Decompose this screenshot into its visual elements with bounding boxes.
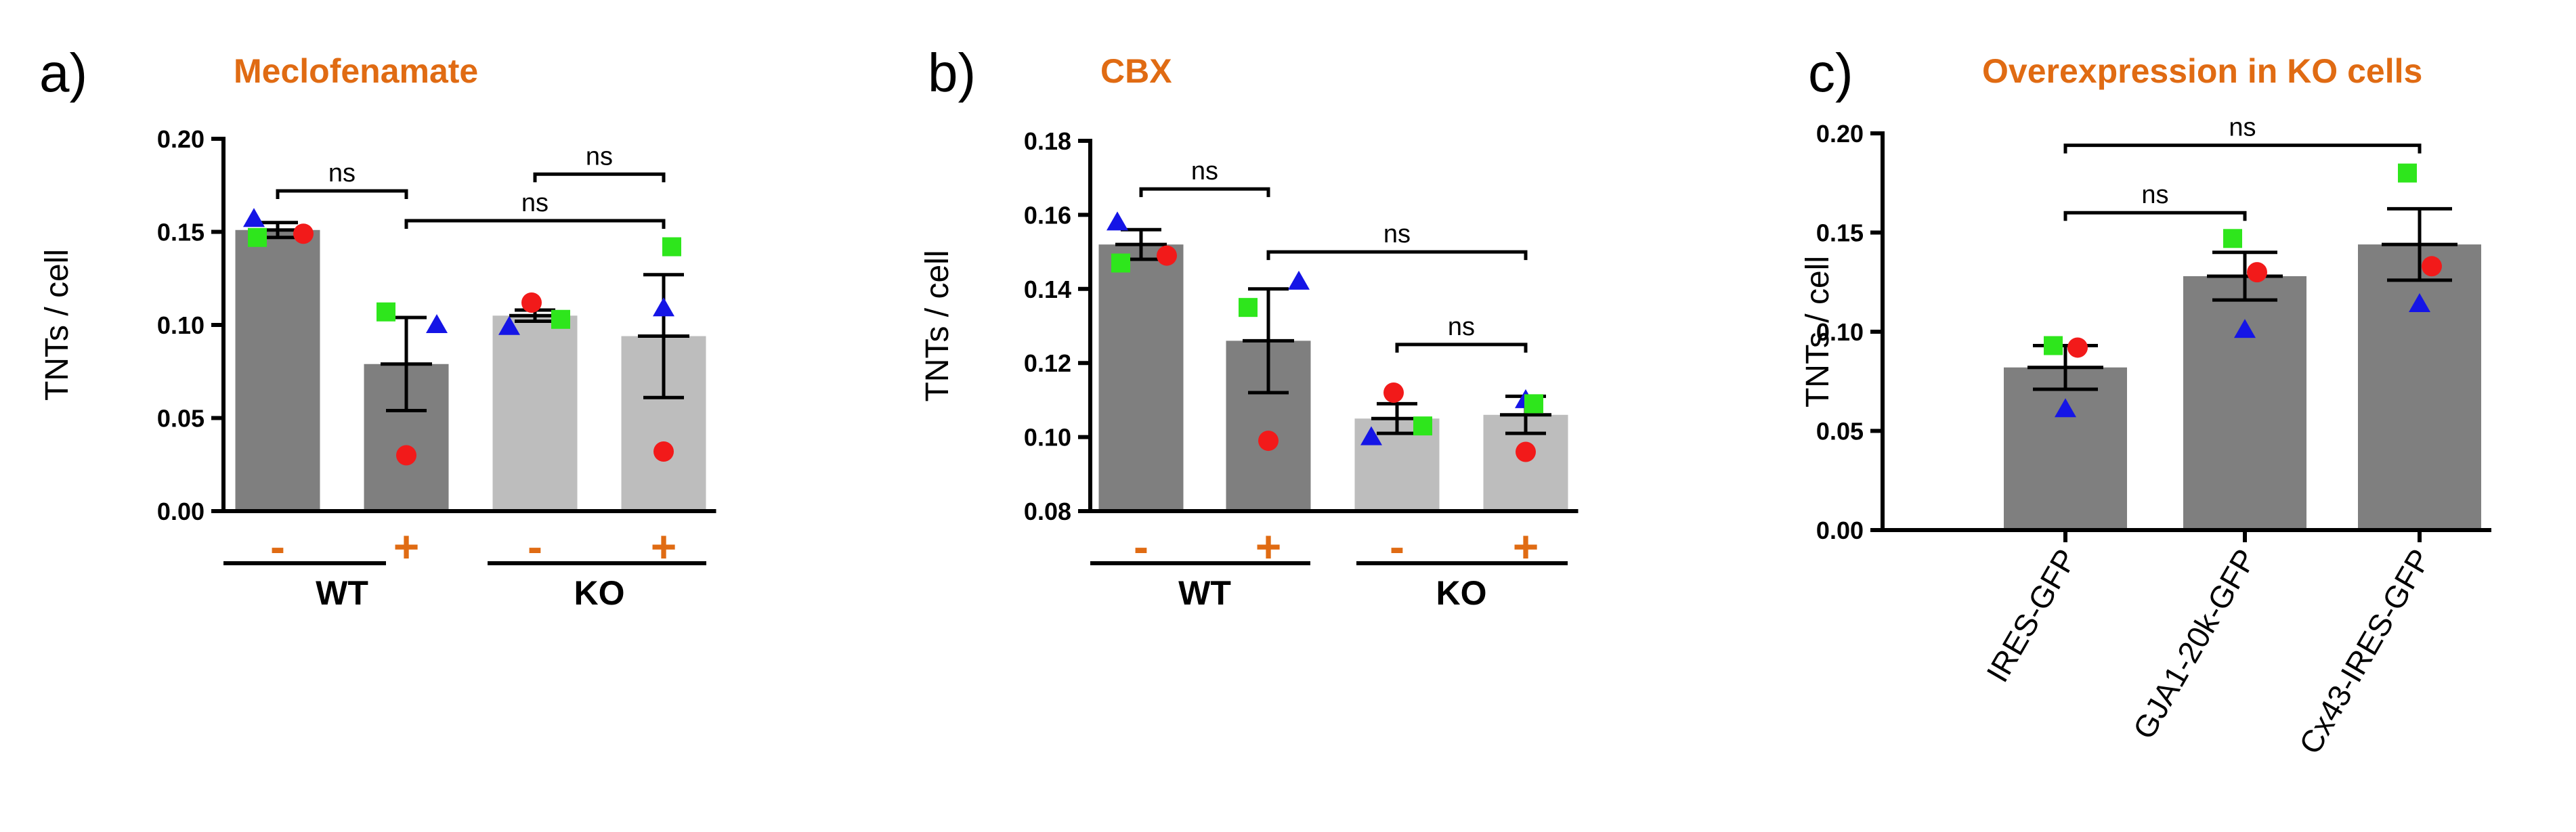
panel-letter: b) (928, 43, 976, 103)
data-point-triangle (426, 314, 448, 333)
significance-bracket (1266, 250, 1528, 261)
bar (2183, 276, 2306, 530)
group-label: KO (1436, 574, 1487, 612)
minus-label: - (1390, 521, 1404, 571)
significance-label: ns (586, 142, 613, 171)
data-point-circle (2067, 337, 2088, 358)
bar (1098, 244, 1184, 511)
data-point-square (551, 309, 570, 329)
data-point-triangle (1107, 211, 1128, 231)
panel-2: b) CBX TNTs / cell 0.08 0.10 0.12 0.14 0.16 0.18… (920, 43, 1579, 612)
data-point-triangle (498, 315, 520, 335)
group-label: KO (574, 574, 625, 612)
panel-title: Meclofenamate (234, 52, 478, 90)
panel-letter: c) (1808, 43, 1853, 103)
significance-bracket (2063, 211, 2247, 221)
significance-label: ns (1191, 157, 1218, 185)
y-tick-label: 0.18 (1024, 127, 1071, 155)
y-tick-label: 0.05 (1816, 418, 1864, 445)
y-axis-label: TNTs / cell (1800, 256, 1836, 408)
bar (492, 315, 578, 511)
y-tick-label: 0.00 (1816, 517, 1864, 544)
significance-label: ns (2141, 181, 2168, 209)
y-tick-label: 0.16 (1024, 201, 1071, 229)
significance-bracket (533, 172, 666, 183)
panel-1: a) Meclofenamate TNTs / cell 0.00 0.05 0.10 0.… (39, 43, 716, 612)
y-tick-label: 0.15 (1816, 219, 1864, 247)
significance-label: ns (2229, 114, 2256, 142)
significance-bracket (2063, 144, 2422, 154)
data-point-circle (1258, 431, 1279, 452)
data-point-circle (521, 292, 542, 313)
y-tick-label: 0.05 (157, 405, 205, 433)
y-tick-label: 0.10 (1024, 424, 1071, 452)
significance-label: ns (1448, 313, 1475, 341)
data-point-square (662, 237, 681, 257)
data-point-triangle (653, 297, 674, 317)
data-point-circle (396, 445, 416, 466)
data-point-square (1413, 416, 1432, 436)
significance-bracket (404, 219, 666, 229)
y-tick-label: 0.15 (157, 219, 205, 246)
x-category-label: IRES-GFP (1979, 543, 2084, 688)
significance-label: ns (328, 159, 356, 188)
data-point-circle (293, 223, 314, 244)
data-point-triangle (1360, 426, 1382, 445)
y-tick-label: 0.14 (1024, 276, 1071, 303)
panel-title: Overexpression in KO cells (1982, 52, 2422, 90)
y-tick-label: 0.08 (1024, 498, 1071, 525)
group-label: WT (316, 574, 368, 612)
significance-bracket (1139, 187, 1270, 198)
data-point-square (2398, 163, 2417, 183)
data-point-triangle (2409, 292, 2430, 312)
data-point-square (1524, 394, 1543, 414)
bar (2358, 244, 2481, 530)
data-point-square (2223, 229, 2242, 248)
data-point-circle (653, 441, 674, 462)
significance-bracket (276, 189, 408, 199)
data-point-square (1239, 298, 1258, 318)
panel-title: CBX (1100, 52, 1172, 90)
y-axis-label: TNTs / cell (920, 250, 956, 401)
data-point-square (248, 227, 267, 247)
y-tick-label: 0.10 (1816, 318, 1864, 346)
data-point-square (377, 302, 395, 322)
data-point-circle (2247, 262, 2267, 283)
y-tick-label: 0.20 (157, 125, 205, 153)
data-point-square (1111, 253, 1130, 273)
data-point-circle (1157, 245, 1177, 266)
data-point-circle (1516, 441, 1536, 462)
y-axis-label: TNTs / cell (39, 249, 75, 401)
data-point-triangle (2234, 319, 2256, 338)
data-point-triangle (1288, 270, 1310, 290)
minus-label: - (270, 521, 285, 571)
data-point-circle (1383, 382, 1404, 403)
significance-bracket (1395, 343, 1528, 353)
y-tick-label: 0.20 (1816, 120, 1864, 148)
y-tick-label: 0.00 (157, 498, 205, 525)
significance-label: ns (1383, 220, 1411, 248)
group-label: WT (1178, 574, 1231, 612)
minus-label: - (1134, 521, 1149, 571)
minus-label: - (528, 521, 542, 571)
data-point-triangle (2055, 398, 2076, 418)
x-category-label: Cx43-IRES-GFP (2292, 543, 2438, 760)
significance-label: ns (521, 189, 549, 217)
bar (2004, 367, 2127, 530)
data-point-triangle (243, 208, 265, 227)
x-category-label: GJA1-20k-GFP (2126, 543, 2262, 745)
data-point-circle (2422, 256, 2442, 277)
data-point-square (2044, 336, 2063, 355)
y-tick-label: 0.10 (157, 311, 205, 339)
plus-label: + (393, 521, 420, 571)
panel-letter: a) (39, 43, 87, 103)
y-tick-label: 0.12 (1024, 349, 1071, 377)
bar (235, 229, 320, 511)
